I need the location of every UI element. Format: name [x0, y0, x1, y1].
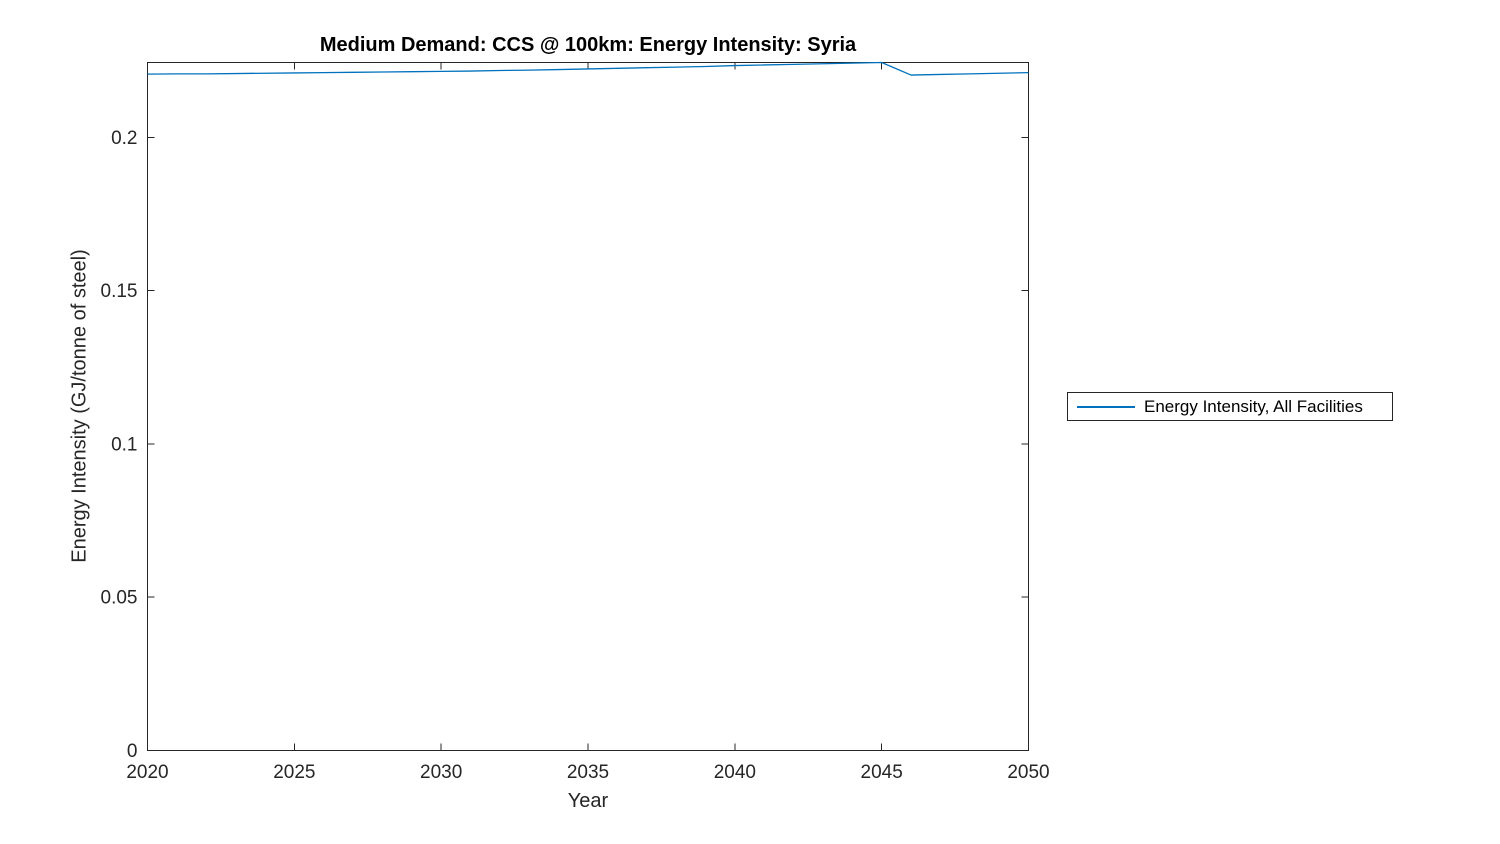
y-tick-label: 0.1: [111, 434, 137, 455]
x-axis-label: Year: [567, 790, 609, 812]
x-tick-label: 2025: [273, 762, 315, 783]
y-tick-label: 0.2: [111, 128, 137, 149]
y-tick-label: 0: [127, 741, 138, 762]
y-tick-label: 0.05: [101, 588, 138, 609]
x-tick-label: 2050: [1007, 762, 1049, 783]
x-tick-label: 2045: [861, 762, 903, 783]
legend-line-sample: [1077, 405, 1135, 408]
chart-title: Medium Demand: CCS @ 100km: Energy Inten…: [319, 34, 857, 56]
x-tick-label: 2035: [567, 762, 609, 783]
legend-entry-label: Energy Intensity, All Facilities: [1144, 396, 1363, 416]
data-series: [147, 61, 1029, 76]
axes: [147, 62, 1029, 751]
tick-labels: 2020 2025 2030 2035 2040 2045 2050 0 0.05 0.1 0.15…: [101, 128, 1050, 783]
y-tick-label: 0.15: [101, 281, 138, 302]
axis-box: [147, 62, 1029, 751]
data-line: [147, 61, 1029, 76]
y-axis-label-text: Energy Intensity (GJ/tonne of steel): [68, 249, 91, 563]
x-tick-label: 2040: [714, 762, 756, 783]
x-tick-label: 2020: [126, 762, 168, 783]
legend: Energy Intensity, All Facilities: [1067, 392, 1393, 421]
x-tick-label: 2030: [420, 762, 462, 783]
